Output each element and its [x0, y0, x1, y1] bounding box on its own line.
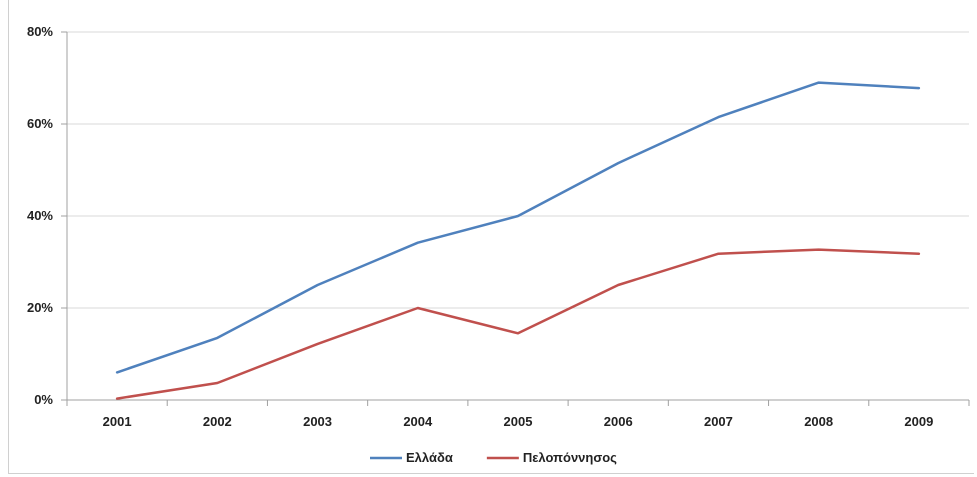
x-tick-label: 2005	[504, 414, 533, 429]
series-line-0	[115, 81, 921, 374]
series-line-1	[115, 248, 921, 400]
x-tick-label: 2006	[604, 414, 633, 429]
series-lines	[115, 81, 921, 400]
chart-frame	[8, 0, 974, 474]
x-axis-ticks	[66, 400, 970, 406]
x-tick-label: 2001	[103, 414, 132, 429]
x-tick-label: 2002	[203, 414, 232, 429]
x-axis-labels: 2001 2002 2003 2004 2005 2006 2007 2008 2009	[103, 414, 934, 429]
legend-label-1: Πελοπόννησος	[523, 450, 617, 465]
y-tick-label: 20%	[27, 300, 53, 315]
x-tick-label: 2008	[804, 414, 833, 429]
x-tick-label: 2009	[904, 414, 933, 429]
x-tick-label: 2004	[403, 414, 433, 429]
y-tick-label: 80%	[27, 24, 53, 39]
x-tick-label: 2003	[303, 414, 332, 429]
legend-label-0: Ελλάδα	[406, 450, 453, 465]
x-tick-label: 2007	[704, 414, 733, 429]
y-tick-label: 40%	[27, 208, 53, 223]
y-axis-labels: 0% 20% 40% 60% 80%	[27, 24, 53, 407]
legend: Ελλάδα Πελοπόννησος	[370, 450, 617, 465]
y-tick-label: 0%	[34, 392, 53, 407]
y-tick-label: 60%	[27, 116, 53, 131]
